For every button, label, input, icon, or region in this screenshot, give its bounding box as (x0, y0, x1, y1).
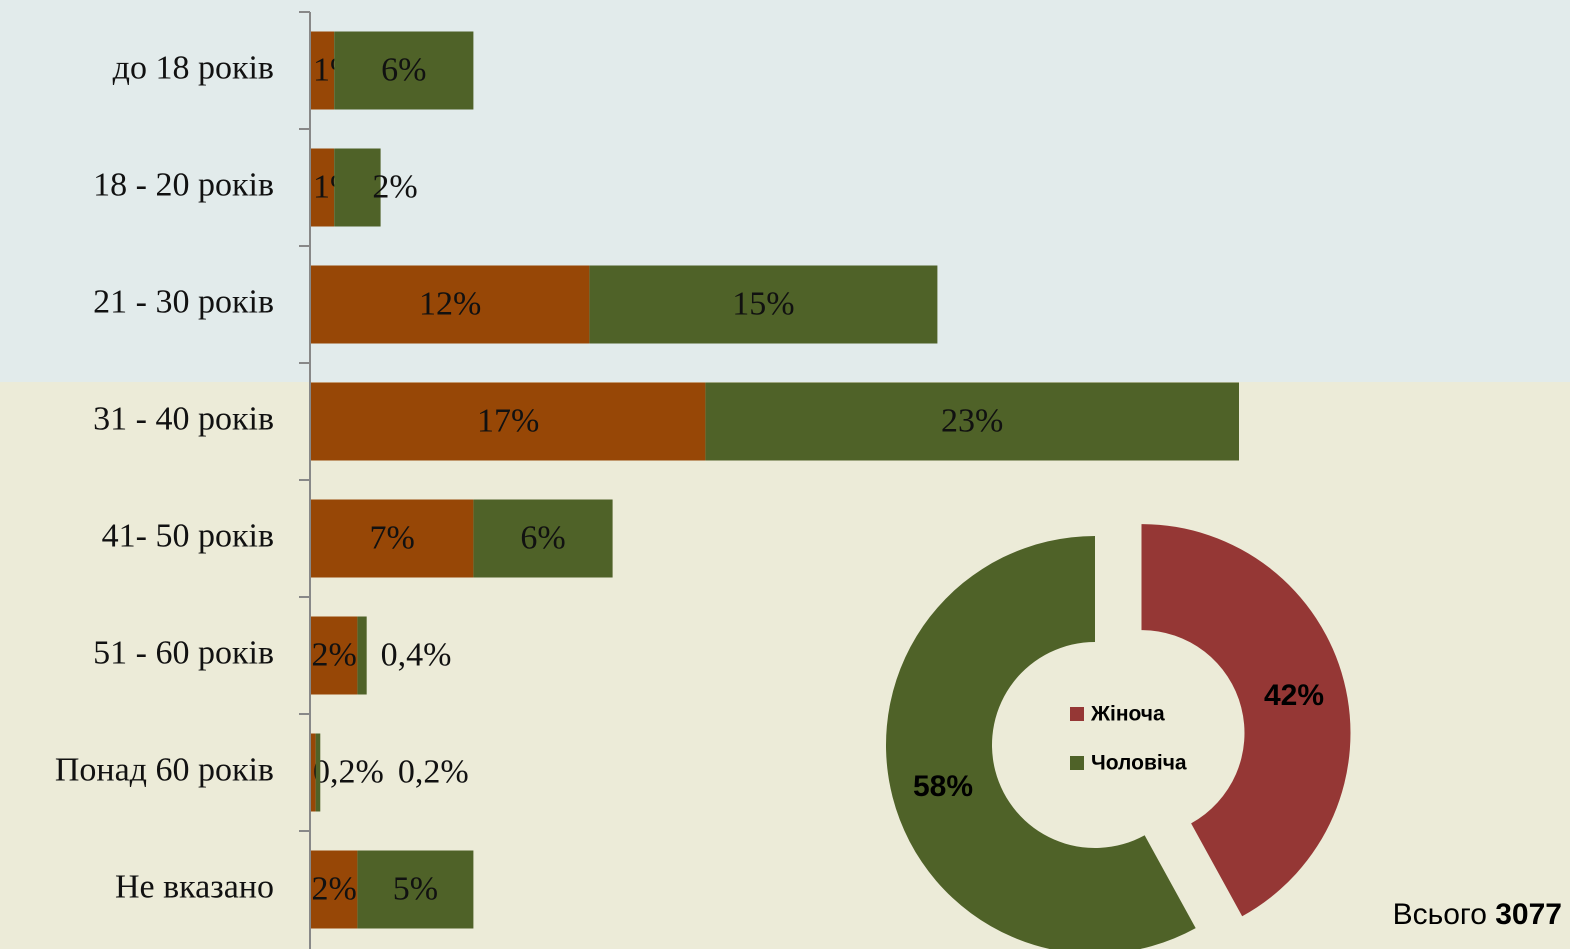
total: Всього 3077 (1393, 898, 1562, 931)
bar-segment (334, 31, 474, 110)
bar-segment (311, 31, 335, 110)
value-label: 2% (312, 870, 357, 907)
category-label: Не вказано (115, 868, 274, 905)
bar-segment (334, 148, 381, 227)
slice-label: 42% (1264, 679, 1324, 712)
donut-slice (1141, 524, 1351, 917)
value-label: 17% (477, 402, 539, 439)
bar-segment (311, 733, 316, 812)
bar-segment (311, 265, 590, 344)
category-label: 51 - 60 років (93, 634, 274, 671)
legend-label: Жіноча (1090, 703, 1165, 726)
category-label: до 18 років (113, 49, 274, 86)
bar-segment (357, 616, 367, 695)
category-label: 21 - 30 років (93, 283, 274, 320)
value-label: 7% (370, 519, 415, 556)
total-value: 3077 (1495, 898, 1562, 931)
value-label: 6% (381, 51, 426, 88)
value-label: 23% (941, 402, 1003, 439)
value-label: 0,2% (398, 753, 469, 790)
category-label: 31 - 40 років (93, 400, 274, 437)
value-label: 6% (520, 519, 565, 556)
legend-swatch (1070, 707, 1084, 721)
legend-swatch (1070, 756, 1084, 770)
bar-segment (473, 499, 613, 578)
total-label: Всього (1393, 898, 1487, 931)
category-label: Понад 60 років (55, 751, 274, 788)
category-label: 18 - 20 років (93, 166, 274, 203)
bar-segment (311, 616, 358, 695)
slice-label: 58% (913, 770, 973, 803)
bar-segment (311, 499, 474, 578)
bar-segment (311, 148, 335, 227)
bar-segment (311, 382, 706, 461)
bar-segment (705, 382, 1239, 461)
value-label: 5% (393, 870, 438, 907)
value-label: 0,4% (381, 636, 452, 673)
bar-segment (589, 265, 938, 344)
donut-slice (886, 536, 1196, 949)
value-label: 2% (372, 168, 417, 205)
value-label: 2% (312, 636, 357, 673)
value-label: 15% (732, 285, 794, 322)
value-label: 12% (419, 285, 481, 322)
category-label: 41- 50 років (102, 517, 274, 554)
bar-segment (357, 850, 474, 929)
legend-label: Чоловіча (1091, 752, 1187, 775)
bar-segment (315, 733, 321, 812)
bar-segment (311, 850, 358, 929)
value-label: 0,2% (313, 753, 384, 790)
